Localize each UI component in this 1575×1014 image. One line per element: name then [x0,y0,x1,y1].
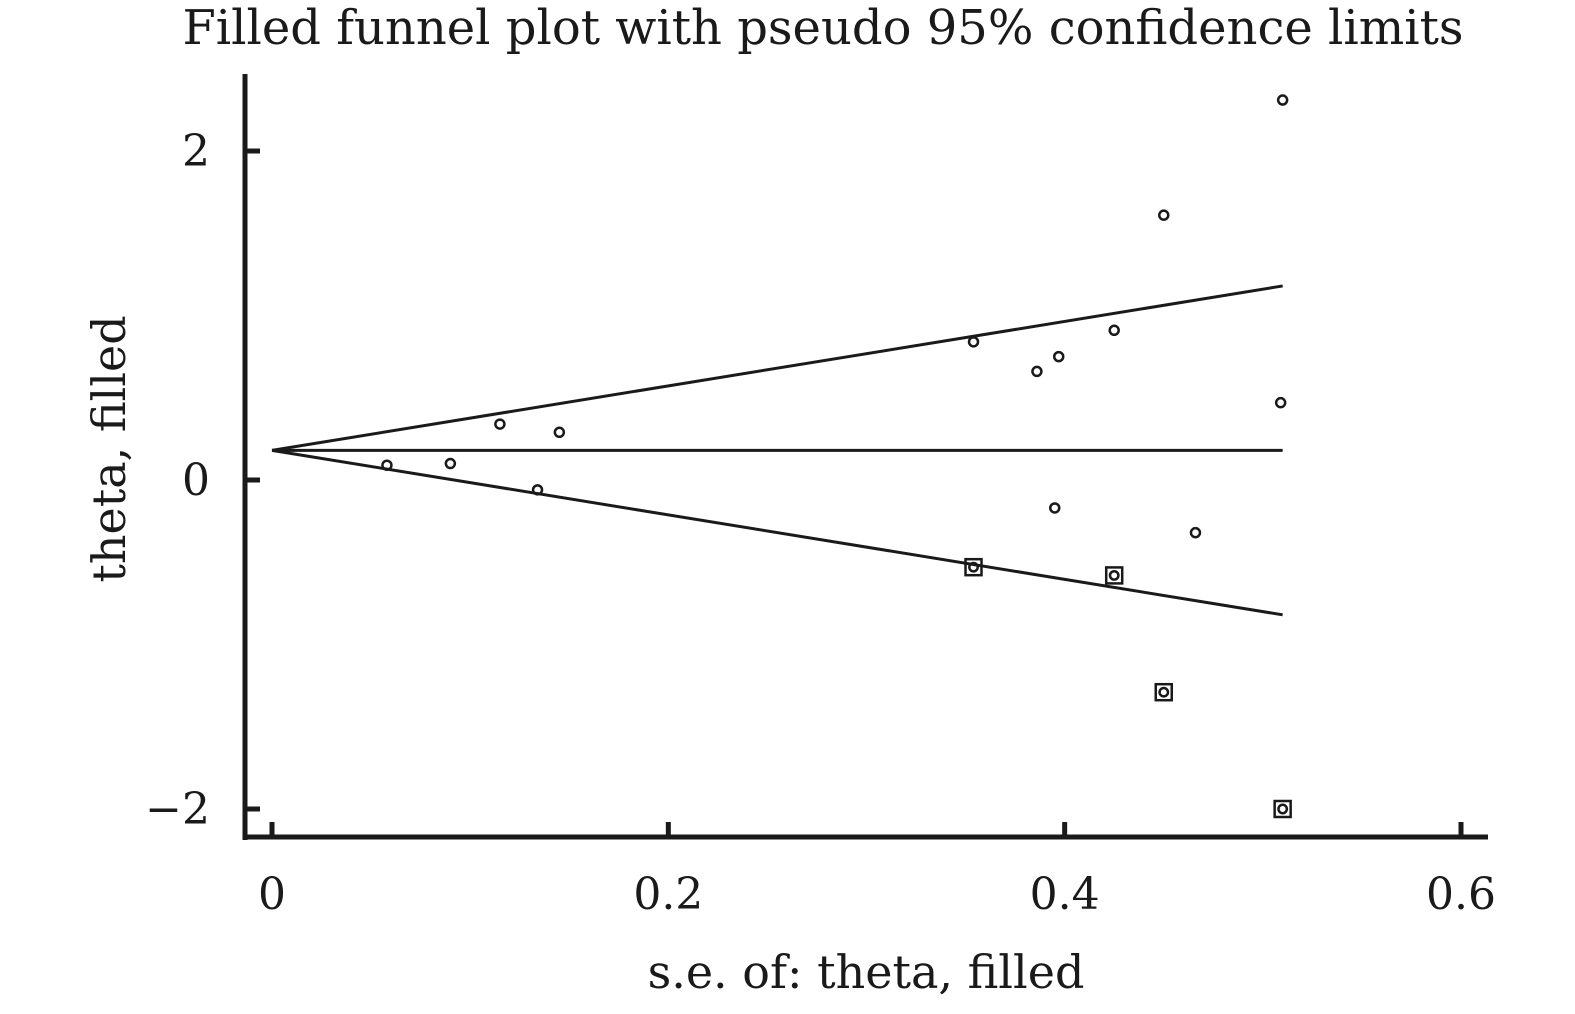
study-point [381,459,393,471]
study-point [1158,209,1170,221]
filled-marker-circle [1277,803,1289,815]
filled-marker-square [964,557,983,577]
filled-marker-circle [968,561,979,573]
study-point [444,457,457,470]
upper-confidence-limit-line [271,284,1283,452]
filled-study-point [964,557,983,577]
y-axis-title: theta, filled [82,315,136,582]
lower-confidence-limit-line [271,448,1283,617]
y-tick-label: 0 [182,455,210,506]
study-point [967,336,980,348]
study-point [494,418,506,430]
x-tick-label: 0.4 [1030,869,1100,920]
filled-marker-square [1104,566,1124,585]
study-point [531,484,544,496]
filled-study-point [1154,682,1173,702]
x-tick-label: 0 [258,869,286,920]
filled-study-point [1273,799,1292,819]
x-axis-title: s.e. of: theta, filled [648,945,1085,999]
study-point [1031,365,1043,378]
study-point [1052,350,1065,363]
study-point [1274,396,1287,409]
filled-marker-square [1154,682,1173,702]
study-point [1108,324,1120,337]
filled-marker-circle [1158,686,1170,698]
study-point [553,426,566,439]
y-tick-label: −2 [145,784,210,835]
chart-title: Filled funnel plot with pseudo 95% confi… [183,0,1464,56]
filled-marker-circle [1108,569,1120,581]
study-point [1049,502,1061,514]
x-tick-label: 0.2 [633,869,703,920]
study-point [1189,526,1202,539]
x-tick-label: 0.6 [1426,869,1496,920]
y-tick-label: 2 [182,126,210,177]
study-point [1276,94,1289,106]
filled-marker-square [1273,799,1292,819]
filled-study-point [1104,566,1124,585]
